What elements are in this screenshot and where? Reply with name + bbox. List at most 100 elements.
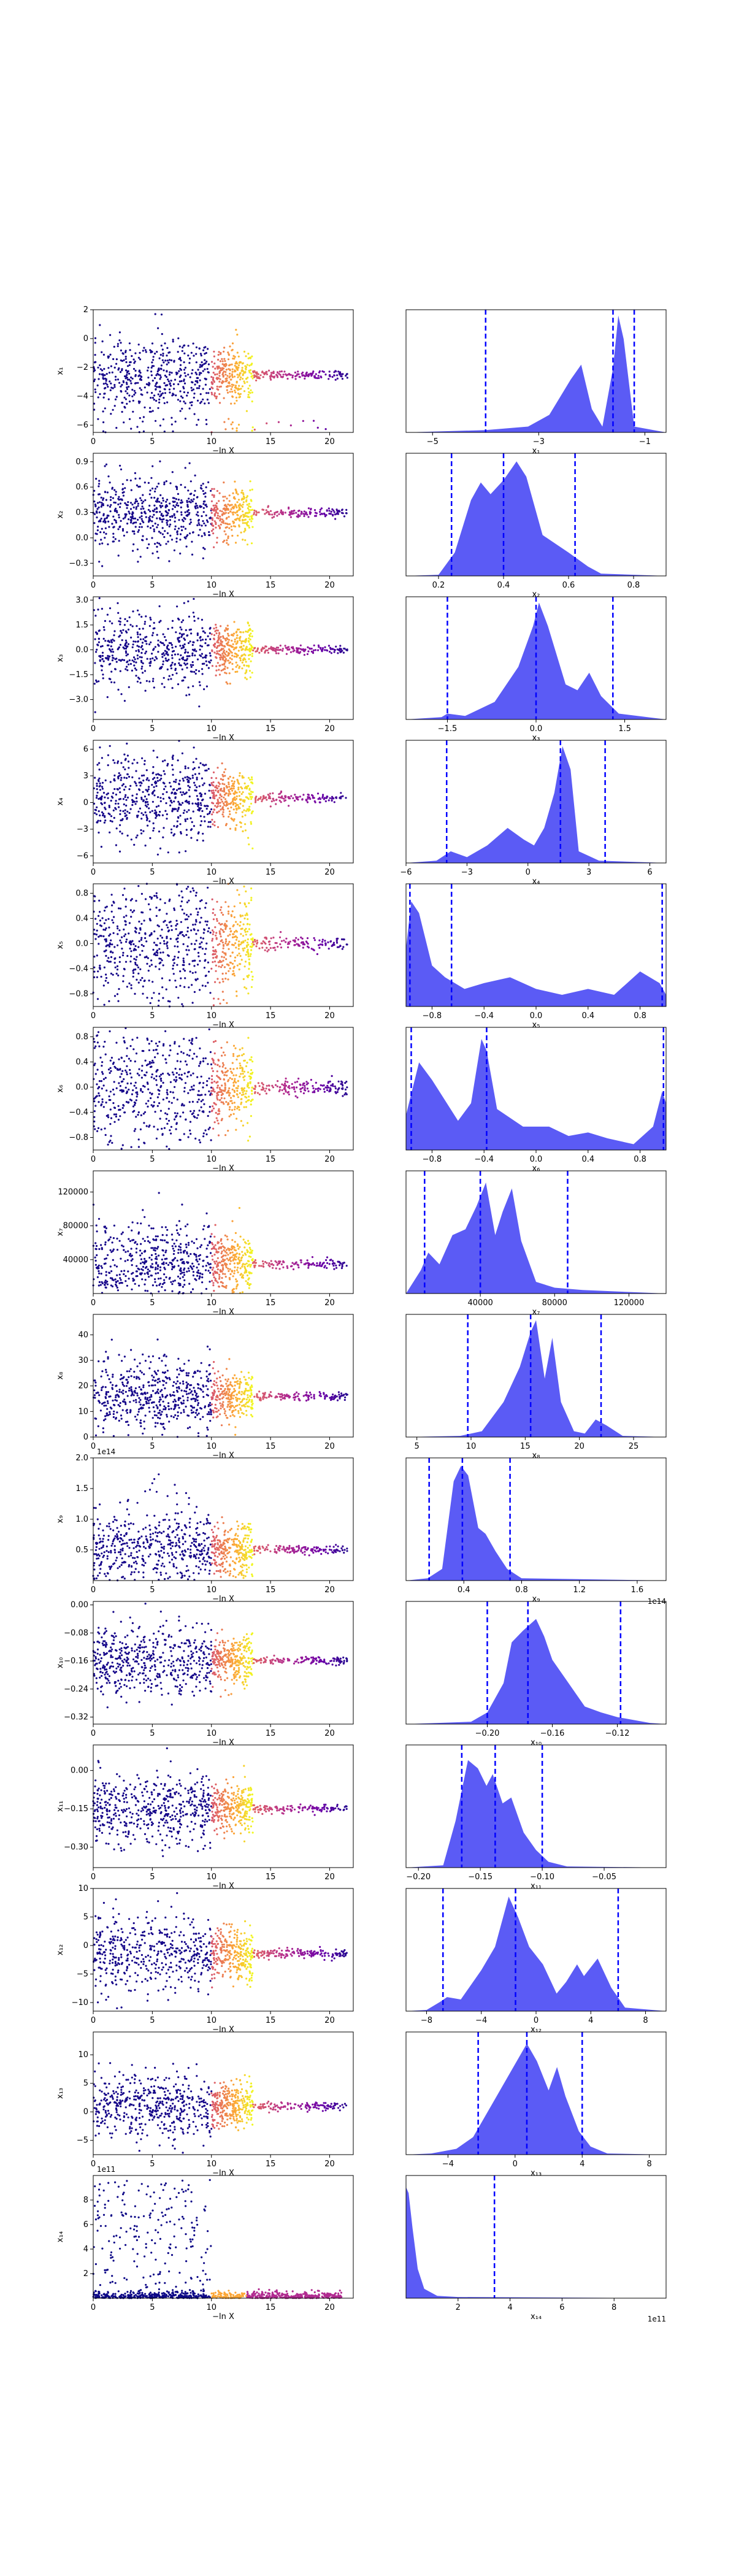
scatter-point xyxy=(240,646,242,648)
scatter-point xyxy=(155,511,158,513)
scatter-point xyxy=(125,641,128,643)
scatter-point xyxy=(123,700,126,702)
scatter-point xyxy=(177,945,179,948)
scatter-point xyxy=(204,820,206,822)
scatter-point xyxy=(205,486,207,489)
scatter-point xyxy=(223,358,226,360)
x-axis-label: −ln X xyxy=(212,590,234,599)
scatter-point xyxy=(245,1100,247,1103)
scatter-point xyxy=(186,930,189,933)
scatter-point xyxy=(101,811,104,813)
scatter-point xyxy=(109,620,111,623)
scatter-point xyxy=(285,653,288,655)
scatter-point xyxy=(128,394,131,397)
scatter-point xyxy=(166,499,169,501)
scatter-point xyxy=(307,507,310,510)
scatter-point xyxy=(223,504,226,507)
scatter-point xyxy=(147,803,149,806)
scatter-point xyxy=(270,374,272,376)
scatter-point xyxy=(234,802,237,805)
scatter-point xyxy=(212,953,215,956)
scatter-point xyxy=(236,923,239,926)
scatter-point xyxy=(128,401,131,403)
scatter-point xyxy=(215,653,218,655)
x-tick-label: 0.2 xyxy=(432,581,445,590)
y-axis-label: x₄ xyxy=(56,798,65,806)
scatter-point xyxy=(207,521,209,523)
scatter-point xyxy=(203,662,205,665)
scatter-point xyxy=(243,1070,245,1073)
scatter-point xyxy=(280,509,283,512)
scatter-point xyxy=(150,1062,153,1064)
scatter-point xyxy=(250,953,252,956)
scatter-point xyxy=(208,789,210,792)
scatter-point xyxy=(287,946,289,949)
scatter-point xyxy=(126,378,129,381)
scatter-point xyxy=(131,659,134,662)
scatter-point xyxy=(250,899,253,902)
scatter-point xyxy=(185,545,188,548)
scatter-point xyxy=(317,1090,320,1092)
scatter-point xyxy=(295,795,297,798)
scatter-point xyxy=(238,628,240,631)
scatter-point xyxy=(251,377,254,380)
scatter-point xyxy=(179,410,182,412)
scatter-point xyxy=(137,972,140,975)
scatter-point xyxy=(213,1091,216,1093)
scatter-point xyxy=(218,351,220,353)
scatter-point xyxy=(177,527,180,530)
scatter-point xyxy=(167,627,169,630)
scatter-point xyxy=(186,657,188,660)
scatter-point xyxy=(232,808,235,811)
scatter-point xyxy=(199,937,202,939)
scatter-point xyxy=(120,342,122,344)
scatter-point xyxy=(251,426,254,429)
scatter-point xyxy=(114,502,117,504)
scatter-point xyxy=(195,921,197,923)
scatter-point xyxy=(251,810,253,813)
scatter-point xyxy=(180,380,183,383)
scatter-point xyxy=(141,665,144,668)
scatter-point xyxy=(252,649,255,652)
scatter-point xyxy=(277,421,280,423)
scatter-point xyxy=(242,493,245,496)
scatter-point xyxy=(166,347,169,350)
scatter-point xyxy=(229,955,232,957)
scatter-point xyxy=(332,797,334,799)
scatter-point xyxy=(194,502,197,505)
scatter-point xyxy=(171,619,174,623)
scatter-point xyxy=(129,479,132,481)
scatter-point xyxy=(180,359,182,362)
scatter-point xyxy=(226,526,228,529)
scatter-point xyxy=(204,805,207,807)
scatter-point xyxy=(136,800,138,803)
scatter-point xyxy=(250,949,253,951)
scatter-point xyxy=(144,689,147,692)
scatter-point xyxy=(232,933,234,935)
scatter-point xyxy=(99,924,102,927)
scatter-point xyxy=(134,517,137,520)
scatter-point xyxy=(171,654,174,656)
scatter-point xyxy=(207,363,210,366)
scatter-point xyxy=(231,654,234,657)
scatter-point xyxy=(294,378,297,380)
scatter-point xyxy=(126,754,129,757)
scatter-point xyxy=(220,966,223,968)
scatter-point xyxy=(110,365,112,367)
scatter-point xyxy=(227,512,230,515)
scatter-point xyxy=(171,764,174,767)
scatter-point xyxy=(172,973,175,975)
scatter-point xyxy=(133,532,136,535)
scatter-point xyxy=(234,796,236,799)
scatter-point xyxy=(239,659,242,662)
scatter-point xyxy=(253,513,255,516)
scatter-point xyxy=(321,513,324,515)
scatter-point xyxy=(250,660,252,662)
scatter-point xyxy=(167,926,169,929)
scatter-point xyxy=(96,1068,99,1071)
scatter-point xyxy=(224,927,227,929)
scatter-point xyxy=(154,385,156,387)
scatter-point xyxy=(305,799,307,801)
scatter-point xyxy=(230,930,232,932)
scatter-point xyxy=(188,500,191,503)
